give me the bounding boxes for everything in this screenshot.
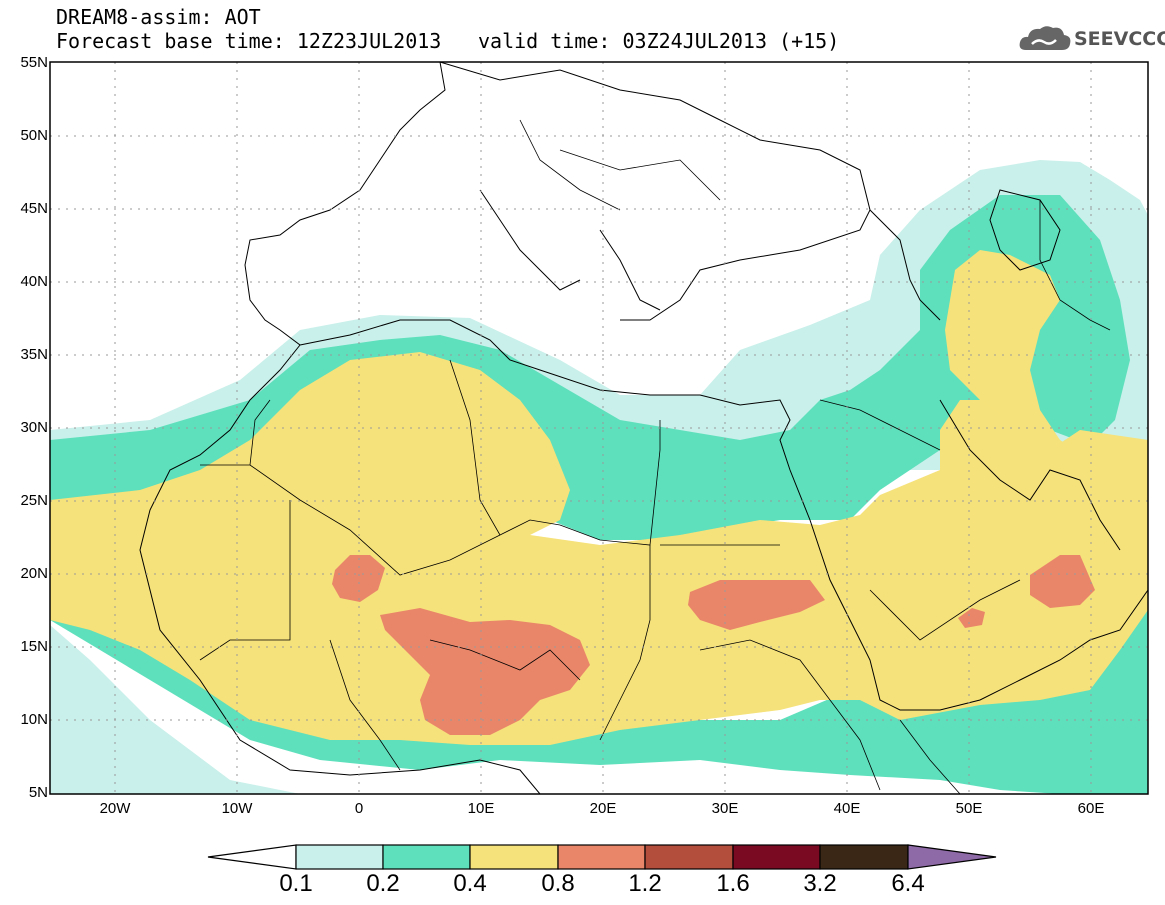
- aot-band-0.8-c: [688, 580, 825, 630]
- colorbar-label: 3.2: [803, 870, 837, 897]
- lat-label: 20N: [20, 565, 48, 582]
- lon-label: 50E: [955, 800, 983, 817]
- aot-band-0.8-a: [332, 555, 385, 602]
- colorbar-label: 1.6: [716, 870, 750, 897]
- colorbar-label: 0.8: [541, 870, 575, 897]
- lat-lon-grid: [50, 62, 1148, 794]
- logo-text: SEEVCCC: [1074, 28, 1165, 50]
- lat-label: 55N: [20, 54, 48, 71]
- lat-label: 30N: [20, 419, 48, 436]
- valid-time: valid time: 03Z24JUL2013 (+15): [478, 29, 840, 53]
- lat-label: 10N: [20, 711, 48, 728]
- lat-label: 25N: [20, 492, 48, 509]
- borders: [199, 119, 1111, 794]
- aot-band-0.4-iran: [960, 430, 1148, 500]
- colorbar-label: 0.4: [453, 870, 487, 897]
- lon-label: 10E: [467, 800, 495, 817]
- aot-band-0.1-south: [50, 625, 300, 794]
- lat-label: 15N: [20, 638, 48, 655]
- aot-band-0.4: [50, 352, 1148, 745]
- cloud-icon: [1019, 26, 1071, 50]
- aot-band-0.8-d: [1030, 555, 1095, 608]
- lon-label: 40E: [833, 800, 861, 817]
- lat-label: 5N: [28, 784, 48, 801]
- colorbar-label: 1.2: [628, 870, 662, 897]
- lon-label: 20W: [99, 800, 131, 817]
- lon-label: 20E: [589, 800, 617, 817]
- lon-label: 10W: [221, 800, 253, 817]
- seevccc-logo: SEEVCCC: [1018, 22, 1165, 58]
- lat-label: 45N: [20, 200, 48, 217]
- lat-label: 40N: [20, 273, 48, 290]
- map-title: DREAM8-assim: AOT: [56, 5, 261, 29]
- lat-label: 50N: [20, 127, 48, 144]
- lon-label: 60E: [1077, 800, 1105, 817]
- aot-band-0.8-e: [958, 608, 985, 628]
- coastlines: [139, 62, 1148, 794]
- forecast-base-time: Forecast base time: 12Z23JUL2013: [56, 29, 442, 53]
- aot-band-0.8-b: [380, 608, 590, 735]
- map-frame: [49, 61, 1149, 795]
- lon-label: 0: [354, 800, 364, 817]
- colorbar-label: 0.2: [366, 870, 400, 897]
- colorbar-label: 0.1: [279, 870, 313, 897]
- lon-label: 30E: [711, 800, 739, 817]
- colorbar-label: 6.4: [891, 870, 925, 897]
- lat-label: 35N: [20, 346, 48, 363]
- aot-band-0.4-caspian: [945, 250, 1060, 420]
